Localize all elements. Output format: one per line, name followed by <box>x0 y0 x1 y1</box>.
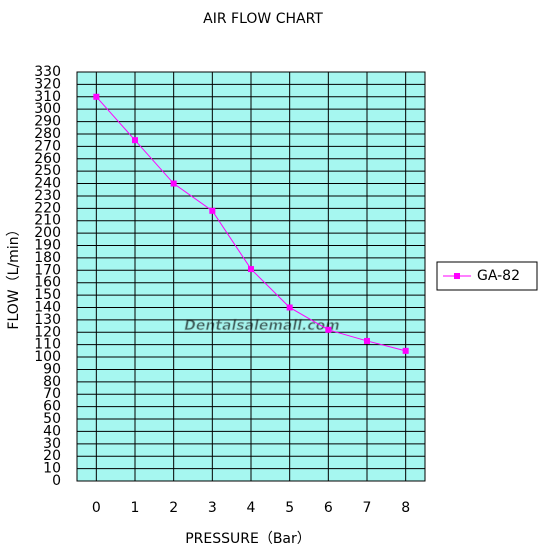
y-tick-label: 240 <box>34 176 61 192</box>
data-point <box>132 137 138 144</box>
y-tick-label: 260 <box>34 151 61 167</box>
y-tick-label: 20 <box>43 448 61 464</box>
y-tick-label: 330 <box>34 64 61 80</box>
y-tick-label: 210 <box>34 213 61 229</box>
x-axis-label: PRESSURE（Bar） <box>185 531 311 547</box>
y-tick-label: 200 <box>34 225 61 241</box>
y-tick-label: 50 <box>43 411 61 427</box>
watermark: Dentalsalemall.com <box>184 318 340 334</box>
y-tick-label: 310 <box>34 89 61 105</box>
x-tick-label: 2 <box>169 500 178 516</box>
y-tick-label: 40 <box>43 423 61 439</box>
y-tick-label: 230 <box>34 188 61 204</box>
y-tick-label: 270 <box>34 138 61 154</box>
y-tick-label: 320 <box>34 76 61 92</box>
data-point <box>286 304 293 311</box>
legend-label: GA-82 <box>477 268 520 284</box>
y-tick-label: 280 <box>34 126 61 142</box>
x-tick-label: 1 <box>131 500 140 516</box>
y-tick-label: 60 <box>43 399 61 415</box>
y-tick-label: 120 <box>34 324 61 340</box>
y-tick-label: 180 <box>34 250 61 266</box>
y-tick-label: 220 <box>34 200 61 216</box>
y-tick-label: 140 <box>34 299 61 315</box>
x-tick-label: 3 <box>208 500 217 516</box>
y-axis-label: FLOW（L/min） <box>6 222 22 329</box>
y-tick-label: 0 <box>52 473 61 489</box>
y-tick-label: 130 <box>34 312 61 328</box>
y-tick-label: 160 <box>34 275 61 291</box>
x-tick-label: 5 <box>285 500 294 516</box>
y-tick-label: 290 <box>34 114 61 130</box>
x-tick-label: 8 <box>401 500 410 516</box>
y-tick-label: 100 <box>34 349 61 365</box>
data-point <box>325 326 332 333</box>
y-tick-label: 30 <box>43 436 61 452</box>
y-tick-label: 70 <box>43 386 61 402</box>
y-tick-label: 10 <box>43 461 61 477</box>
x-tick-label: 4 <box>247 500 256 516</box>
data-point <box>93 93 100 100</box>
data-point <box>364 337 370 344</box>
x-tick-label: 0 <box>92 500 101 516</box>
y-tick-label: 110 <box>34 337 61 353</box>
data-point <box>209 207 216 214</box>
x-tick-label: 7 <box>363 500 372 516</box>
y-tick-label: 90 <box>43 361 61 377</box>
y-tick-label: 150 <box>34 287 61 303</box>
data-point <box>402 347 409 354</box>
data-point <box>248 266 254 273</box>
y-tick-label: 300 <box>34 101 61 117</box>
y-tick-label: 250 <box>34 163 61 179</box>
data-point <box>170 180 177 187</box>
y-tick-label: 170 <box>34 262 61 278</box>
y-tick-label: 190 <box>34 238 61 254</box>
x-tick-label: 6 <box>324 500 333 516</box>
legend-marker <box>454 273 460 279</box>
y-tick-label: 80 <box>43 374 61 390</box>
chart-title: AIR FLOW CHART <box>203 11 323 27</box>
